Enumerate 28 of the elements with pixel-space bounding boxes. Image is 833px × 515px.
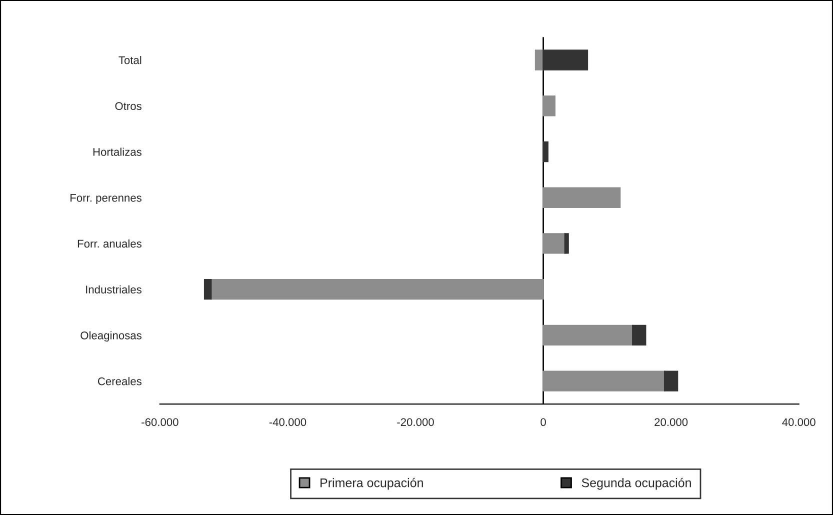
bar [542,50,588,70]
bar [204,279,212,300]
legend-label: Segunda ocupación [582,478,691,490]
y-tick-label: Industriales [86,285,142,294]
y-tick-label: Forr. perennes [70,194,142,204]
bar [210,279,544,300]
bar [542,233,566,254]
bar [664,370,678,392]
x-tick-label: 40.000 [782,418,816,426]
y-tick-label: Hortalizas [93,148,142,156]
bar [542,96,556,116]
bar [542,187,621,208]
y-tick-label: Cereales [98,377,142,386]
y-tick-label: Oleaginosas [80,331,142,342]
y-tick-label: Otros [115,102,142,110]
x-tick-label: -20.000 [397,418,434,426]
y-tick-label: Total [118,56,142,64]
x-tick-label: 20.000 [654,418,688,426]
bar [542,370,666,392]
bar [542,324,634,346]
bar [632,324,646,346]
legend-label: Primera ocupación [320,478,423,490]
bar [564,233,569,254]
bar [542,141,548,162]
x-tick-label: -60.000 [142,418,178,426]
y-tick-label: Forr. anuales [78,239,142,248]
x-tick-label: 0 [540,418,546,426]
x-tick-label: -40.000 [269,418,306,426]
